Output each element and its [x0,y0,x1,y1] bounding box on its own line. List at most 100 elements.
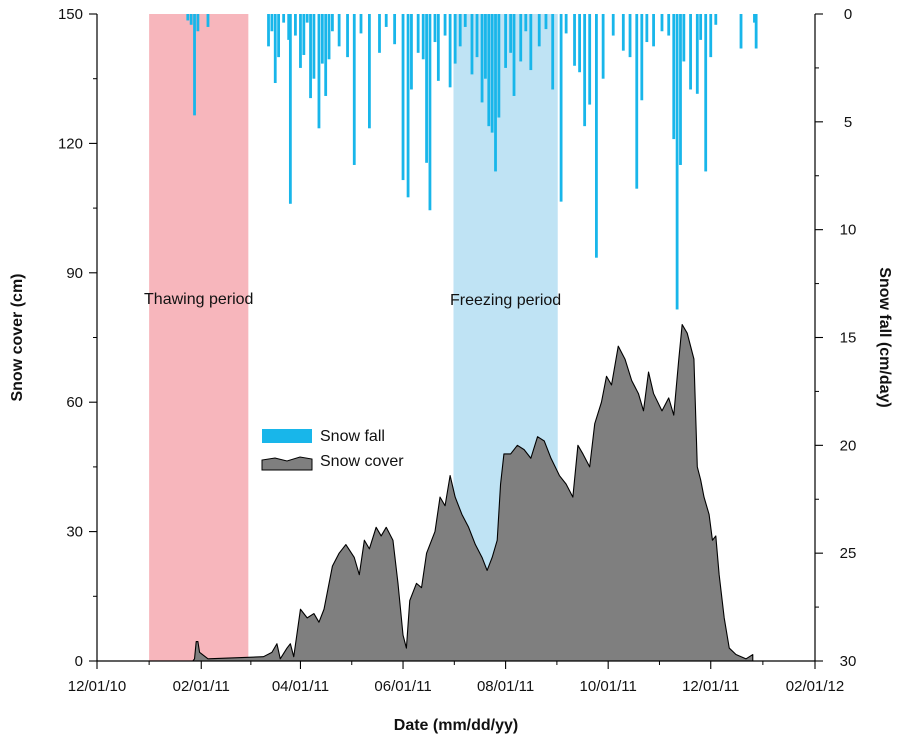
snow-fall-bar [425,14,428,163]
x-axis-title: Date (mm/dd/yy) [394,717,518,734]
snow-fall-bar [428,14,432,211]
snow-fall-bar [524,14,528,32]
snow-fall-bar [406,14,410,198]
snow-fall-bar [754,14,758,49]
snow-fall-bar [621,14,625,51]
snow-fall-bar [484,14,487,79]
x-tick-label: 04/01/11 [272,678,329,695]
snow-fall-bar [346,14,349,58]
snow-fall-bar [704,14,708,172]
snow-fall-bar [497,14,501,118]
snow-fall-bar [453,14,457,64]
snow-fall-bar [573,14,576,66]
snow-fall-bar [282,14,286,23]
x-tick-label: 10/01/11 [580,678,637,695]
snow-fall-bar [544,14,548,30]
right-tick-label: 25 [840,545,857,562]
snow-fall-bar [504,14,508,68]
snow-fall-bar [551,14,555,90]
snow-fall-bar [302,14,306,55]
snow-fall-bar [463,14,467,27]
snow-fall-bar [487,14,491,127]
snow-fall-bar [675,14,679,310]
snow-fall-bar [682,14,686,62]
x-tick-label: 02/01/12 [786,678,844,695]
snow-fall-bar [305,14,309,23]
snow-fall-bar [320,14,324,64]
snow-fall-bar [564,14,568,34]
snow-fall-bar [588,14,592,105]
snow-fall-bar [583,14,587,127]
x-tick-label: 12/01/11 [682,678,739,695]
snow-fall-bar [470,14,474,75]
snow-fall-bar [436,14,440,81]
snow-fall-bar [186,14,190,21]
snow-fall-bar [490,14,494,133]
legend-label-snow-cover: Snow cover [320,453,404,470]
snow-fall-bar [628,14,632,58]
snow-fall-bar [475,14,479,58]
snow-fall-bar [206,14,210,27]
snow-fall-bar [294,14,297,36]
freezing-period-label: Freezing period [450,292,561,309]
snow-fall-bar [601,14,605,79]
snow-fall-bar [699,14,703,40]
snow-fall-bar [679,14,682,165]
snow-fall-bar [537,14,541,47]
snow-fall-bar [660,14,664,32]
y-axis-title-right: Snow fall (cm/day) [876,267,893,407]
legend-swatch-snow-cover [261,456,313,471]
snow-fall-bar [359,14,363,34]
left-tick-label: 30 [66,524,83,541]
snow-fall-bar [393,14,397,45]
legend-label-snow-fall: Snow fall [320,428,385,445]
x-tick-label: 08/01/11 [477,678,534,695]
snow-fall-bar [695,14,699,94]
snow-fall-bar [635,14,639,189]
snow-cover-series [192,324,754,662]
right-tick-label: 30 [840,653,857,670]
right-tick-label: 10 [840,222,857,239]
right-tick-label: 5 [844,114,852,131]
snow-fall-bar [309,14,312,99]
snow-fall-bar [352,14,356,165]
snow-fall-bar [312,14,316,79]
snow-fall-bar [270,14,274,32]
snow-fall-bar [652,14,655,47]
snow-fall-bar [267,14,270,47]
period-bands [149,14,558,661]
legend: Snow fall Snow cover [261,428,404,471]
left-tick-label: 0 [75,653,83,670]
snow-fall-bar [331,14,334,32]
snow-fall-bar [559,14,563,202]
snow-fall-bar [288,14,292,204]
snow-fall-bar [410,14,413,90]
snow-fall-bar [443,14,447,36]
left-tick-label: 60 [66,394,83,411]
thawing-period-band [149,14,249,661]
snow-fall-bar [317,14,321,129]
snow-fall-bar [611,14,615,36]
snow-fall-bar [672,14,676,140]
snow-fall-bar [645,14,649,43]
snow-fall-bar [193,14,196,116]
legend-swatch-snow-fall [262,429,312,443]
snow-fall-bar [448,14,452,88]
snow-fall-bar [277,14,281,58]
snow-fall-bar [337,14,341,47]
snow-fall-bar [512,14,516,96]
snow-fall-bars [186,14,758,310]
left-tick-label: 120 [58,135,83,152]
snow-fall-bar [753,14,756,23]
snow-fall-bar [480,14,484,103]
snow-fall-bar [421,14,425,60]
snow-fall-bar [433,14,437,43]
y-axis-title-left: Snow cover (cm) [9,273,26,401]
left-tick-label: 90 [66,265,83,282]
snow-fall-bar [327,14,331,60]
snow-cover-area [192,324,754,662]
snow-fall-bar [458,14,462,47]
snow-fall-bar [689,14,692,90]
snow-fall-bar [640,14,644,101]
